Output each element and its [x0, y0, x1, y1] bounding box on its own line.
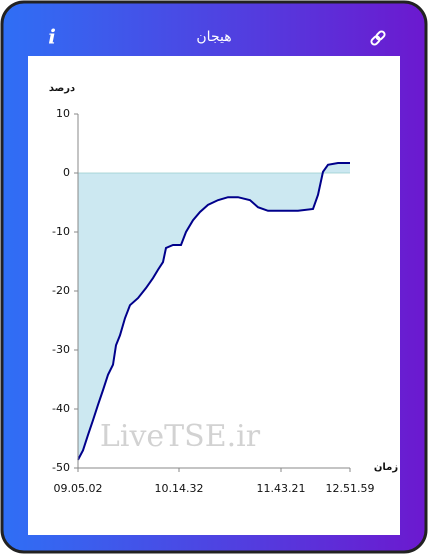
x-tick-label: 10.14.32 [155, 482, 204, 495]
y-axis-label: درصد [49, 83, 75, 94]
info-icon[interactable]: i [48, 25, 56, 49]
x-tick-label: 11.43.21 [257, 482, 306, 495]
x-axis-label: زمان [374, 462, 398, 473]
y-tick-label: 10 [56, 107, 70, 120]
y-tick-label: -20 [52, 284, 70, 297]
plot: LiveTSE.ir -50 -40 -30 -20 -10 0 10 09.05.02 10.1… [49, 83, 399, 495]
title: هیجان [196, 29, 231, 45]
y-tick-label: 0 [63, 166, 70, 179]
line [77, 161, 350, 461]
link-icon[interactable] [370, 30, 386, 46]
y-tick-label: -30 [52, 343, 70, 356]
x-tick-label: 09.05.02 [54, 482, 103, 495]
watermark: LiveTSE.ir [100, 419, 261, 454]
y-tick-label: -10 [52, 225, 70, 238]
y-tick-label: -50 [52, 461, 70, 474]
x-tick-label: 12.51.59 [326, 482, 375, 495]
area [78, 162, 350, 460]
y-tick-label: -40 [52, 402, 70, 415]
